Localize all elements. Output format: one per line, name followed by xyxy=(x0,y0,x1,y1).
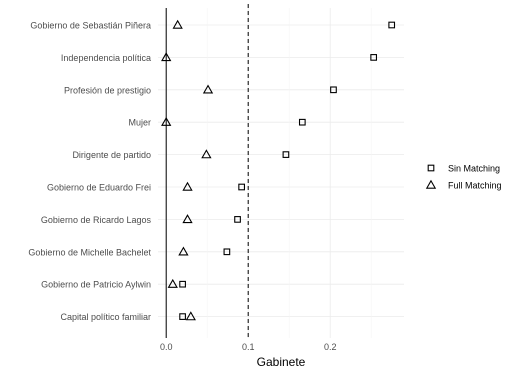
x-tick-label: 0.2 xyxy=(324,342,337,352)
sin-matching-point xyxy=(330,86,337,94)
full-matching-point xyxy=(182,181,193,191)
category-label: Capital político familiar xyxy=(60,312,151,322)
full-matching-point xyxy=(161,116,172,126)
sin-matching-point xyxy=(370,54,378,61)
x-tick-label: 0.1 xyxy=(242,342,255,352)
legend: Sin Matching Full Matching xyxy=(425,164,502,191)
data-marks xyxy=(161,19,396,321)
sin-matching-point xyxy=(238,183,245,191)
category-label: Dirigente de partido xyxy=(72,150,151,160)
full-matching-point xyxy=(172,19,183,29)
category-label: Profesión de prestigio xyxy=(64,85,151,95)
grid-lines xyxy=(158,8,404,338)
axes: 0.0 0.1 0.2 Gabinete xyxy=(160,4,337,369)
legend-key-triangle xyxy=(425,179,437,189)
sin-matching-point xyxy=(179,280,186,288)
x-axis-title: Gabinete xyxy=(257,355,306,369)
category-label: Gobierno de Michelle Bachelet xyxy=(28,247,151,257)
full-matching-point xyxy=(178,246,189,256)
sin-matching-point xyxy=(388,21,396,29)
sin-matching-point xyxy=(282,151,290,158)
legend-label: Sin Matching xyxy=(448,164,500,174)
category-label: Gobierno de Sebastián Piñera xyxy=(30,21,151,31)
sin-matching-point xyxy=(234,216,241,223)
category-label: Independencia política xyxy=(61,53,151,63)
full-matching-point xyxy=(182,214,193,224)
category-labels: Gobierno de Sebastián Piñera Independenci… xyxy=(28,21,151,323)
sin-matching-point xyxy=(298,118,306,126)
full-matching-point xyxy=(167,278,178,288)
category-label: Gobierno de Patricio Aylwin xyxy=(41,280,151,290)
category-label: Gobierno de Ricardo Lagos xyxy=(41,215,152,225)
full-matching-point xyxy=(161,52,172,62)
category-label: Gobierno de Eduardo Frei xyxy=(47,183,151,193)
x-tick-label: 0.0 xyxy=(160,342,173,352)
sin-matching-point xyxy=(179,313,186,320)
full-matching-point xyxy=(202,84,214,94)
legend-label: Full Matching xyxy=(448,181,502,191)
legend-key-square xyxy=(427,164,435,172)
sin-matching-point xyxy=(223,248,231,256)
full-matching-point xyxy=(185,311,196,321)
full-matching-point xyxy=(201,149,212,159)
category-label: Mujer xyxy=(128,118,151,128)
